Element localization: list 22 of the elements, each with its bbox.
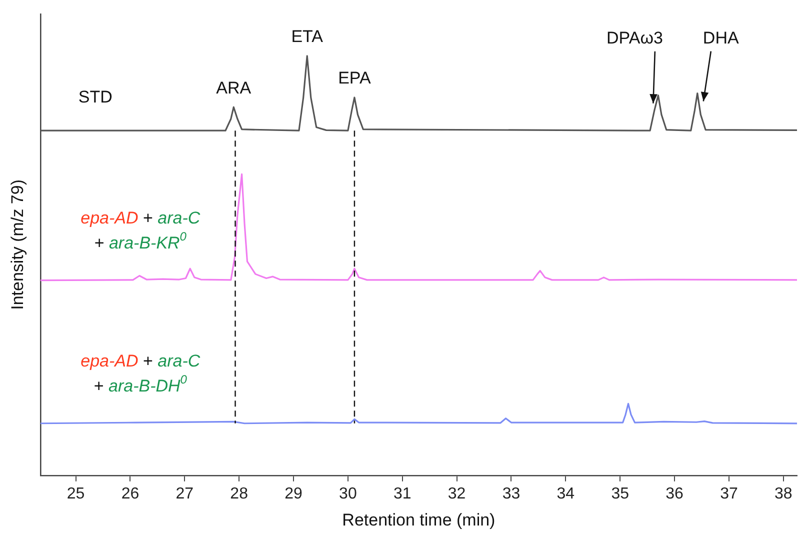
x-tick-label: 27 (176, 485, 194, 502)
x-tick-label: 29 (284, 485, 303, 502)
x-tick-label: 30 (339, 485, 357, 502)
x-tick-label: 28 (230, 485, 248, 502)
x-tick-label: 32 (448, 485, 466, 502)
series-label: STD (78, 88, 112, 107)
annotation: ETA (291, 27, 324, 46)
annotation: ARA (216, 78, 252, 98)
annotation: DPAω3 (606, 28, 663, 48)
x-tick-label: 25 (66, 485, 85, 502)
x-tick-label: 37 (720, 485, 738, 502)
x-tick-label: 31 (393, 485, 412, 502)
y-axis-title: Intensity (m/z 79) (8, 180, 27, 310)
annotation: DHA (702, 28, 740, 48)
x-tick-label: 34 (556, 485, 575, 502)
x-tick-label: 33 (502, 485, 520, 502)
x-tick-label: 35 (611, 485, 630, 502)
annotation: EPA (338, 68, 372, 88)
x-tick-label: 38 (774, 485, 792, 502)
x-tick-label: 26 (121, 485, 140, 502)
x-tick-label: 36 (666, 485, 684, 502)
x-axis-title: Retention time (min) (342, 510, 496, 530)
